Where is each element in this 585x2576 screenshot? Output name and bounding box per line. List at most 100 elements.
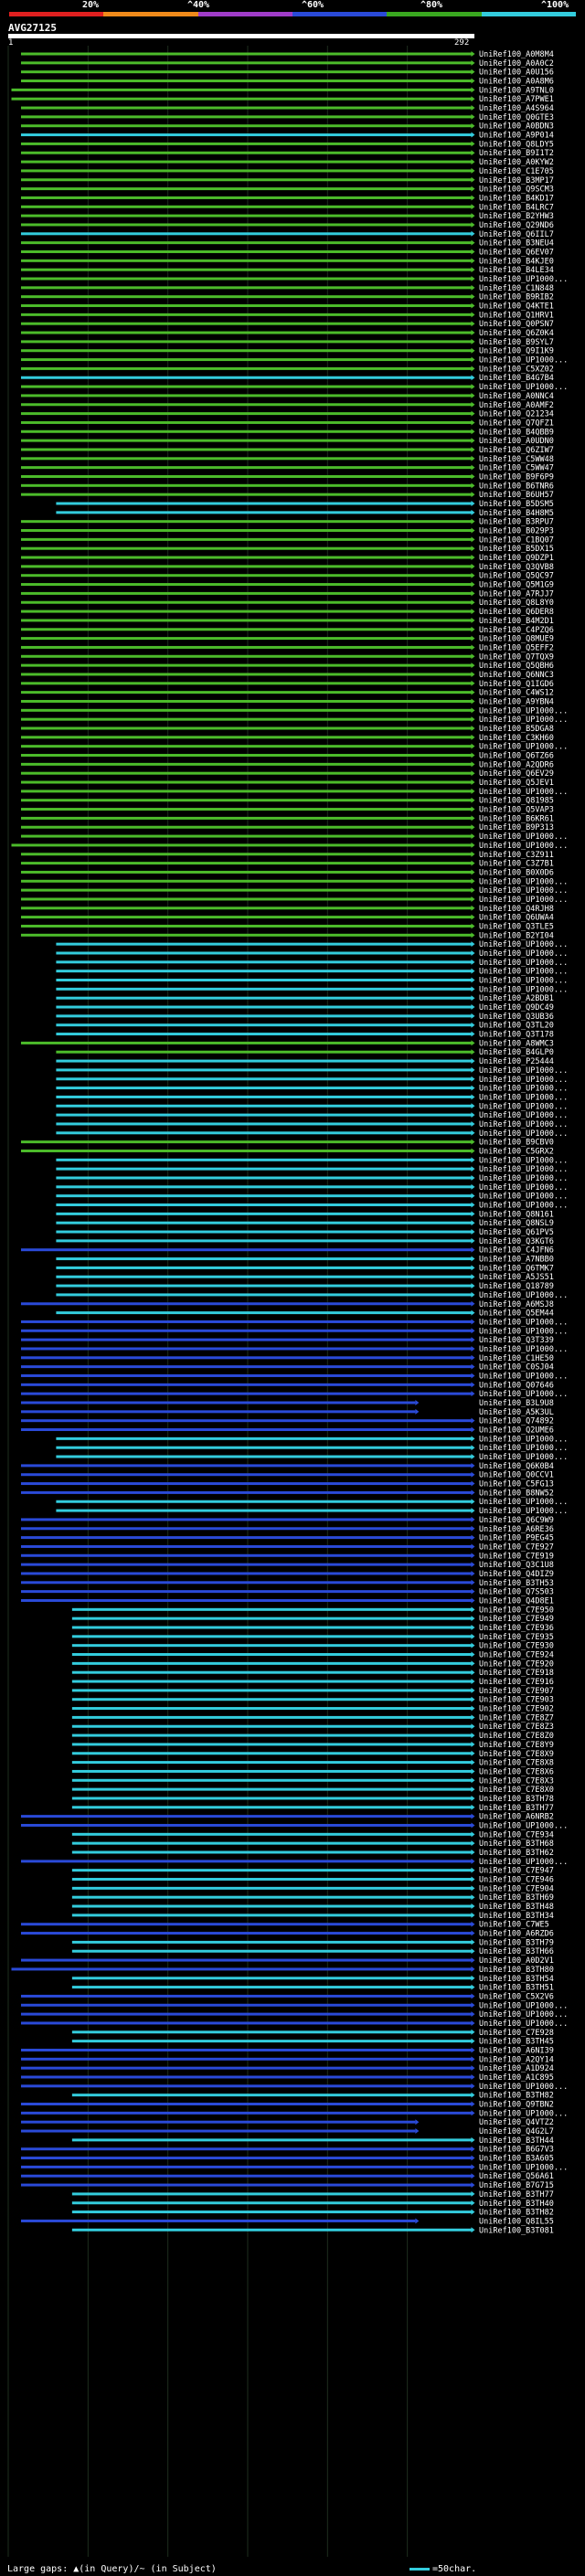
- hit-label[interactable]: UniRef100_Q9DZP1: [479, 554, 554, 563]
- hit-label[interactable]: UniRef100_B4KD17: [479, 194, 554, 203]
- hit-bar[interactable]: [20, 745, 472, 748]
- hit-row[interactable]: UniRef100_Q4KTE1: [20, 302, 554, 312]
- hit-bar[interactable]: [20, 879, 472, 883]
- hit-bar[interactable]: [20, 1527, 472, 1531]
- hit-label[interactable]: UniRef100_C1HE50: [479, 1354, 554, 1363]
- hit-label[interactable]: UniRef100_B8NW52: [479, 1489, 554, 1498]
- hit-bar[interactable]: [56, 996, 472, 1000]
- hit-bar[interactable]: [71, 1707, 472, 1711]
- hit-bar[interactable]: [71, 1607, 472, 1611]
- hit-label[interactable]: UniRef100_C7E8Z3: [479, 1723, 554, 1732]
- hit-row[interactable]: UniRef100_C7E930: [71, 1642, 554, 1651]
- hit-row[interactable]: UniRef100_Q9I1K9: [20, 347, 554, 356]
- hit-row[interactable]: UniRef100_Q8N161: [56, 1210, 554, 1219]
- hit-label[interactable]: UniRef100_P25444: [479, 1057, 554, 1066]
- hit-bar[interactable]: [20, 1329, 472, 1332]
- hit-row[interactable]: UniRef100_B3T081: [71, 2226, 554, 2235]
- hit-bar[interactable]: [20, 1536, 472, 1540]
- hit-bar[interactable]: [20, 483, 472, 487]
- hit-bar[interactable]: [20, 1482, 472, 1486]
- hit-row[interactable]: UniRef100_A0UDN0: [20, 437, 554, 446]
- hit-row[interactable]: UniRef100_Q3TLE5: [20, 922, 554, 931]
- hit-label[interactable]: UniRef100_B3NEU4: [479, 239, 554, 249]
- hit-row[interactable]: UniRef100_Q8IL55: [20, 2217, 554, 2226]
- hit-bar[interactable]: [20, 493, 472, 496]
- hit-row[interactable]: UniRef100_C1E705: [20, 167, 554, 176]
- hit-bar[interactable]: [20, 205, 472, 208]
- hit-bar[interactable]: [56, 1500, 472, 1503]
- hit-label[interactable]: UniRef100_C1E705: [479, 167, 554, 176]
- hit-bar[interactable]: [71, 1644, 472, 1648]
- hit-label[interactable]: UniRef100_C7E928: [479, 2029, 554, 2038]
- hit-row[interactable]: UniRef100_B3TH45: [71, 2038, 554, 2047]
- hit-row[interactable]: UniRef100_UP1000...: [56, 1156, 568, 1165]
- hit-label[interactable]: UniRef100_Q81985: [479, 797, 554, 806]
- hit-bar[interactable]: [20, 906, 472, 910]
- hit-bar[interactable]: [20, 331, 472, 334]
- hit-bar[interactable]: [20, 591, 472, 595]
- hit-bar[interactable]: [56, 1212, 472, 1215]
- hit-row[interactable]: UniRef100_B6UH57: [20, 491, 554, 500]
- hit-label[interactable]: UniRef100_UP1000...: [479, 1858, 568, 1867]
- hit-bar[interactable]: [20, 1383, 472, 1386]
- hit-bar[interactable]: [20, 556, 472, 559]
- hit-row[interactable]: UniRef100_UP1000...: [56, 1498, 568, 1507]
- hit-row[interactable]: UniRef100_A9YBN4: [20, 697, 554, 706]
- hit-label[interactable]: UniRef100_B3T081: [479, 2226, 554, 2235]
- hit-label[interactable]: UniRef100_A0UDN0: [479, 437, 554, 446]
- hit-row[interactable]: UniRef100_C1HE50: [20, 1354, 554, 1363]
- hit-bar[interactable]: [20, 897, 472, 901]
- hit-row[interactable]: UniRef100_UP1000...: [56, 985, 568, 994]
- hit-row[interactable]: UniRef100_Q1HRV1: [20, 311, 554, 320]
- hit-label[interactable]: UniRef100_C7WE5: [479, 1921, 549, 1930]
- hit-bar[interactable]: [56, 987, 472, 991]
- hit-row[interactable]: UniRef100_C7E902: [71, 1705, 554, 1714]
- hit-label[interactable]: UniRef100_C7E924: [479, 1651, 554, 1660]
- hit-bar[interactable]: [56, 511, 472, 514]
- hit-row[interactable]: UniRef100_Q8MUE9: [20, 635, 554, 644]
- hit-row[interactable]: UniRef100_UP1000...: [20, 832, 568, 842]
- hit-bar[interactable]: [20, 1419, 472, 1423]
- hit-bar[interactable]: [56, 1167, 472, 1171]
- hit-row[interactable]: UniRef100_Q81985: [20, 797, 554, 806]
- hit-row[interactable]: UniRef100_C4JFN6: [20, 1246, 554, 1256]
- hit-label[interactable]: UniRef100_UP1000...: [479, 2109, 568, 2118]
- hit-row[interactable]: UniRef100_Q5VAP3: [20, 806, 554, 815]
- hit-label[interactable]: UniRef100_UP1000...: [479, 1076, 568, 1085]
- hit-bar[interactable]: [20, 2183, 472, 2187]
- hit-row[interactable]: UniRef100_A1C895: [20, 2073, 554, 2083]
- hit-row[interactable]: UniRef100_B3TH51: [71, 1984, 554, 1993]
- hit-row[interactable]: UniRef100_B3RPU7: [20, 518, 554, 527]
- hit-row[interactable]: UniRef100_UP1000...: [56, 968, 568, 977]
- hit-bar[interactable]: [56, 1158, 472, 1161]
- hit-row[interactable]: UniRef100_B9CBV0: [20, 1139, 554, 1148]
- hit-row[interactable]: UniRef100_B9SYL7: [20, 338, 554, 347]
- hit-bar[interactable]: [20, 546, 472, 550]
- hit-bar[interactable]: [20, 2021, 472, 2025]
- hit-label[interactable]: UniRef100_B9P313: [479, 823, 554, 832]
- hit-bar[interactable]: [20, 1365, 472, 1369]
- hit-bar[interactable]: [56, 1059, 472, 1063]
- hit-bar[interactable]: [20, 600, 472, 604]
- hit-label[interactable]: UniRef100_C7E8Z7: [479, 1713, 554, 1723]
- hit-row[interactable]: UniRef100_Q6C9W9: [20, 1516, 554, 1525]
- hit-label[interactable]: UniRef100_A0A0C2: [479, 59, 554, 69]
- hit-label[interactable]: UniRef100_C7E8Y9: [479, 1741, 554, 1750]
- hit-bar[interactable]: [20, 322, 472, 325]
- hit-row[interactable]: UniRef100_Q5JEV1: [20, 779, 554, 788]
- hit-bar[interactable]: [56, 1221, 472, 1224]
- hit-row[interactable]: UniRef100_UP1000...: [56, 1507, 568, 1516]
- hit-row[interactable]: UniRef100_Q8L8Y0: [20, 599, 554, 608]
- hit-label[interactable]: UniRef100_B6KR61: [479, 814, 554, 823]
- hit-bar[interactable]: [20, 295, 472, 299]
- hit-row[interactable]: UniRef100_UP1000...: [56, 1183, 568, 1193]
- hit-row[interactable]: UniRef100_Q1IGD6: [20, 680, 554, 689]
- hit-bar[interactable]: [56, 502, 472, 505]
- hit-bar[interactable]: [56, 1284, 472, 1288]
- hit-bar[interactable]: [20, 574, 472, 578]
- hit-label[interactable]: UniRef100_Q9TBN2: [479, 2101, 554, 2110]
- hit-bar[interactable]: [11, 97, 472, 101]
- hit-bar[interactable]: [56, 1509, 472, 1512]
- hit-label[interactable]: UniRef100_UP1000...: [479, 1085, 568, 1094]
- hit-label[interactable]: UniRef100_A6NRB2: [479, 1813, 554, 1822]
